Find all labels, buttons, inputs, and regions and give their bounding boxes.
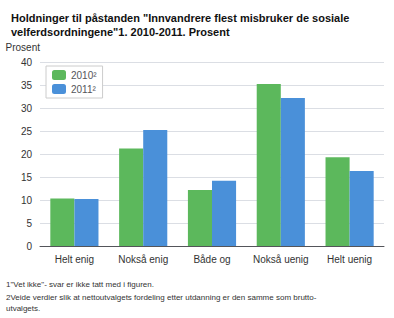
svg-text:1"Vet ikke"- svar er ikke tatt: 1"Vet ikke"- svar er ikke tatt med i fig… (6, 280, 154, 289)
svg-text:25: 25 (21, 126, 33, 137)
svg-text:35: 35 (21, 80, 33, 91)
svg-text:0: 0 (26, 241, 32, 252)
svg-text:20: 20 (21, 149, 33, 160)
svg-text:40: 40 (21, 57, 33, 68)
svg-text:Nokså enig: Nokså enig (118, 254, 168, 265)
svg-text:Prosent: Prosent (6, 42, 41, 53)
svg-text:utvalgets.: utvalgets. (6, 304, 40, 313)
svg-text:30: 30 (21, 103, 33, 114)
svg-text:Nokså uenig: Nokså uenig (253, 254, 309, 265)
svg-text:2010²: 2010² (71, 70, 97, 81)
svg-text:velferdsordningene"1. 2010-201: velferdsordningene"1. 2010-2011. Prosent (11, 26, 230, 38)
svg-text:2011²: 2011² (71, 84, 97, 95)
svg-text:15: 15 (21, 172, 33, 183)
svg-text:Helt enig: Helt enig (55, 254, 94, 265)
svg-text:5: 5 (26, 218, 32, 229)
svg-text:Holdninger til påstanden "Innv: Holdninger til påstanden "Innvandrere fl… (11, 12, 349, 24)
svg-text:10: 10 (21, 195, 33, 206)
svg-text:Helt uenig: Helt uenig (327, 254, 372, 265)
svg-text:2Veide verdier slik at nettout: 2Veide verdier slik at nettoutvalgets fo… (6, 293, 317, 302)
svg-text:Både og: Både og (193, 254, 230, 265)
